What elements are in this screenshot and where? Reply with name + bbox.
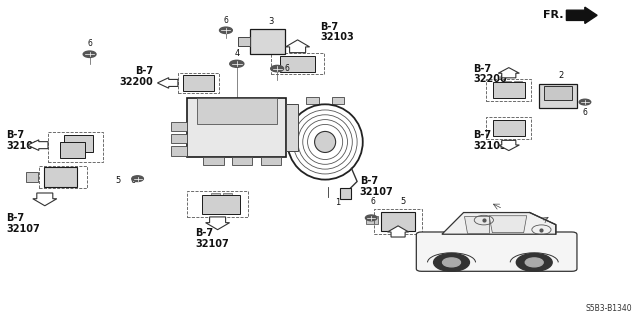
Text: B-7
32103: B-7 32103 <box>6 130 40 151</box>
Text: 6: 6 <box>285 64 290 73</box>
Circle shape <box>220 27 232 33</box>
Bar <box>486 79 531 101</box>
Circle shape <box>83 51 96 57</box>
Text: B-7
32107: B-7 32107 <box>195 228 229 249</box>
Text: 5: 5 <box>401 197 406 206</box>
Text: B-7
32107: B-7 32107 <box>360 176 394 197</box>
Bar <box>211 193 220 201</box>
Circle shape <box>132 176 143 182</box>
Bar <box>49 131 102 162</box>
Text: 6: 6 <box>223 16 228 25</box>
Bar <box>306 97 319 104</box>
Circle shape <box>365 215 377 221</box>
Bar <box>238 37 250 46</box>
Circle shape <box>525 258 543 267</box>
FancyBboxPatch shape <box>417 232 577 271</box>
Bar <box>539 84 577 108</box>
Bar <box>332 97 344 104</box>
Bar <box>340 188 351 199</box>
Bar <box>183 75 214 91</box>
Polygon shape <box>566 7 597 24</box>
Bar <box>287 105 298 151</box>
Polygon shape <box>157 78 178 88</box>
Bar <box>232 157 252 165</box>
Text: 2: 2 <box>559 71 564 80</box>
Polygon shape <box>499 140 520 151</box>
Text: FR.: FR. <box>543 10 563 20</box>
Circle shape <box>434 253 470 271</box>
Bar <box>504 81 511 87</box>
Bar <box>60 142 85 158</box>
Bar <box>202 195 240 214</box>
Polygon shape <box>499 68 520 78</box>
Bar <box>250 29 285 54</box>
Bar <box>381 212 415 231</box>
Text: S5B3-B1340: S5B3-B1340 <box>586 304 632 313</box>
Bar <box>204 157 224 165</box>
Circle shape <box>579 99 591 105</box>
Circle shape <box>516 253 552 271</box>
Bar <box>197 98 277 124</box>
Bar <box>82 139 87 145</box>
Text: 6: 6 <box>131 176 136 185</box>
Bar <box>44 167 77 187</box>
Text: B-7
32103: B-7 32103 <box>320 21 354 42</box>
Text: 1: 1 <box>335 198 340 207</box>
Bar <box>374 209 422 234</box>
Polygon shape <box>489 216 527 233</box>
Bar <box>172 134 187 144</box>
Bar <box>172 146 187 156</box>
Bar <box>514 120 522 127</box>
Bar <box>486 117 531 139</box>
Text: 6: 6 <box>87 40 92 48</box>
Bar <box>39 166 87 188</box>
Bar <box>26 172 38 182</box>
Bar <box>493 82 525 98</box>
Bar <box>366 216 378 224</box>
Polygon shape <box>388 226 409 237</box>
Circle shape <box>271 65 284 72</box>
Text: 6: 6 <box>582 108 588 117</box>
Polygon shape <box>33 193 57 206</box>
Bar <box>65 135 93 152</box>
Text: 4: 4 <box>234 49 239 58</box>
Bar <box>72 145 77 152</box>
Circle shape <box>443 258 461 267</box>
Bar <box>188 191 248 217</box>
Polygon shape <box>285 40 310 53</box>
Bar <box>177 73 219 93</box>
Text: B-7
32200: B-7 32200 <box>120 66 154 87</box>
Text: 6: 6 <box>370 197 375 206</box>
Polygon shape <box>28 140 48 150</box>
Circle shape <box>230 60 244 67</box>
Polygon shape <box>442 212 556 234</box>
Text: 3: 3 <box>268 18 273 26</box>
Bar <box>544 86 573 100</box>
Polygon shape <box>205 217 230 230</box>
Polygon shape <box>463 216 489 233</box>
Bar <box>514 81 522 87</box>
Bar <box>261 157 282 165</box>
Bar <box>187 98 287 157</box>
Ellipse shape <box>315 131 335 152</box>
Bar <box>271 54 324 74</box>
Text: 5: 5 <box>116 176 121 185</box>
Text: B-7
32103: B-7 32103 <box>474 130 508 151</box>
Bar <box>172 122 187 131</box>
Bar <box>493 120 525 136</box>
Text: B-7
32200: B-7 32200 <box>474 63 508 85</box>
Bar <box>280 56 315 72</box>
Text: B-7
32107: B-7 32107 <box>6 213 40 234</box>
Bar <box>223 193 232 201</box>
Bar <box>504 120 511 127</box>
